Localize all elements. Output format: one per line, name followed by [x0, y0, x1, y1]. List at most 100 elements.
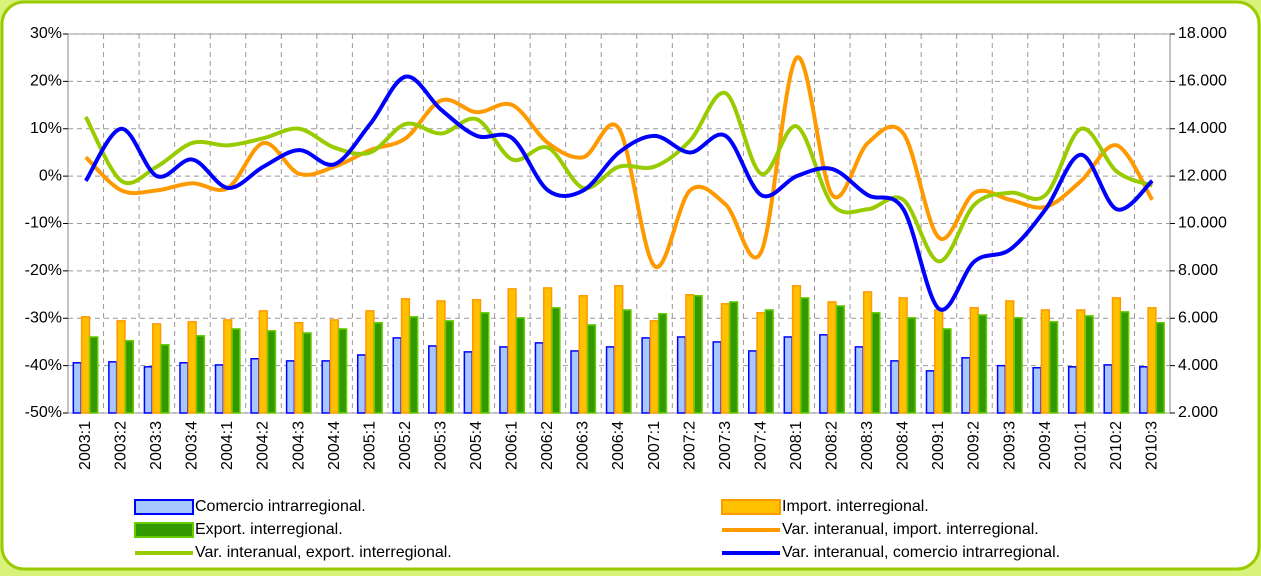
bar	[969, 307, 979, 414]
y2-tick-label: 8.000	[1178, 262, 1218, 279]
bar	[143, 366, 153, 414]
x-tick-label: 2005:1	[361, 421, 378, 470]
bar	[285, 360, 296, 414]
bar	[747, 350, 758, 414]
x-tick-label: 2005:2	[397, 421, 414, 470]
x-tick-label: 2010:3	[1143, 421, 1160, 470]
bar	[827, 301, 837, 414]
bar	[996, 364, 1007, 414]
bar	[1139, 366, 1149, 414]
bar	[977, 314, 988, 414]
bar	[961, 357, 971, 414]
x-tick-label: 2007:2	[681, 421, 698, 470]
y2-tick-label: 14.000	[1178, 120, 1227, 137]
bar	[570, 350, 580, 414]
bar	[657, 312, 668, 414]
bar	[854, 346, 864, 414]
legend-label: Export. interregional.	[195, 521, 343, 538]
bar	[1032, 367, 1042, 414]
bar	[214, 364, 225, 414]
x-tick-label: 2004:2	[255, 421, 272, 470]
bar	[231, 328, 241, 414]
legend-label: Var. interanual, comercio intrarregional…	[782, 544, 1060, 561]
legend-swatch	[134, 522, 194, 538]
bar	[898, 297, 908, 414]
bar	[906, 317, 917, 414]
bar	[195, 335, 206, 414]
bar	[1013, 317, 1023, 414]
line	[84, 74, 1154, 312]
bar	[791, 285, 802, 414]
y-tick-label: -20%	[25, 262, 62, 279]
bar	[1147, 307, 1157, 414]
bar	[400, 298, 411, 414]
x-tick-label: 2008:1	[788, 421, 805, 470]
bar	[543, 287, 553, 414]
bar	[934, 309, 944, 414]
bar	[124, 340, 135, 414]
bar	[720, 303, 731, 414]
bar	[862, 291, 873, 414]
bar	[108, 361, 118, 414]
bar	[890, 360, 900, 414]
bar	[1111, 297, 1122, 414]
legend-label: Var. interanual, export. interregional.	[195, 544, 452, 561]
bar	[223, 319, 233, 414]
bar	[80, 316, 91, 414]
bar	[507, 288, 517, 414]
x-tick-label: 2003:1	[77, 421, 94, 470]
bar	[266, 330, 277, 414]
bar	[1103, 364, 1113, 414]
bar	[463, 351, 473, 414]
bar	[373, 322, 383, 414]
bar	[925, 370, 936, 414]
bar	[1005, 300, 1015, 414]
y2-tick-label: 6.000	[1178, 309, 1218, 326]
bar	[729, 301, 739, 414]
bar	[764, 309, 774, 414]
bar	[693, 294, 703, 414]
bar	[409, 316, 419, 414]
x-tick-label: 2006:3	[575, 421, 592, 470]
y-tick-label: -40%	[25, 357, 62, 374]
bar	[712, 341, 722, 414]
bar	[436, 300, 446, 414]
bar	[1084, 315, 1094, 414]
bar	[480, 312, 490, 414]
x-tick-label: 2007:4	[752, 421, 769, 470]
x-tick-label: 2005:3	[432, 421, 449, 470]
bar	[444, 320, 454, 414]
bar	[160, 344, 170, 414]
bar	[649, 320, 659, 414]
x-tick-label: 2006:2	[539, 421, 556, 470]
legend-swatch	[134, 499, 194, 515]
bar	[783, 336, 793, 414]
y-tick-label: 30%	[30, 25, 62, 42]
bar	[302, 332, 312, 414]
bar	[942, 328, 952, 414]
x-tick-label: 2007:3	[717, 421, 734, 470]
bar	[428, 345, 438, 414]
x-tick-label: 2003:4	[184, 421, 201, 470]
x-tick-label: 2009:1	[930, 421, 947, 470]
bar	[800, 297, 810, 414]
bar	[250, 358, 260, 414]
y-tick-label: -10%	[25, 215, 62, 232]
bar	[471, 299, 482, 414]
bar	[534, 342, 545, 414]
bar	[329, 319, 340, 414]
y2-tick-label: 4.000	[1178, 357, 1218, 374]
legend-label: Var. interanual, import. interregional.	[782, 521, 1039, 538]
x-tick-label: 2010:2	[1108, 421, 1125, 470]
y-tick-label: 10%	[30, 120, 62, 137]
x-tick-label: 2010:1	[1072, 421, 1089, 470]
bar	[1040, 309, 1050, 414]
bar	[756, 312, 766, 414]
bar	[89, 336, 99, 414]
line	[84, 90, 1153, 264]
x-tick-label: 2004:3	[290, 421, 307, 470]
bar	[151, 323, 162, 414]
bar	[187, 321, 197, 414]
y-tick-label: 20%	[30, 73, 62, 90]
